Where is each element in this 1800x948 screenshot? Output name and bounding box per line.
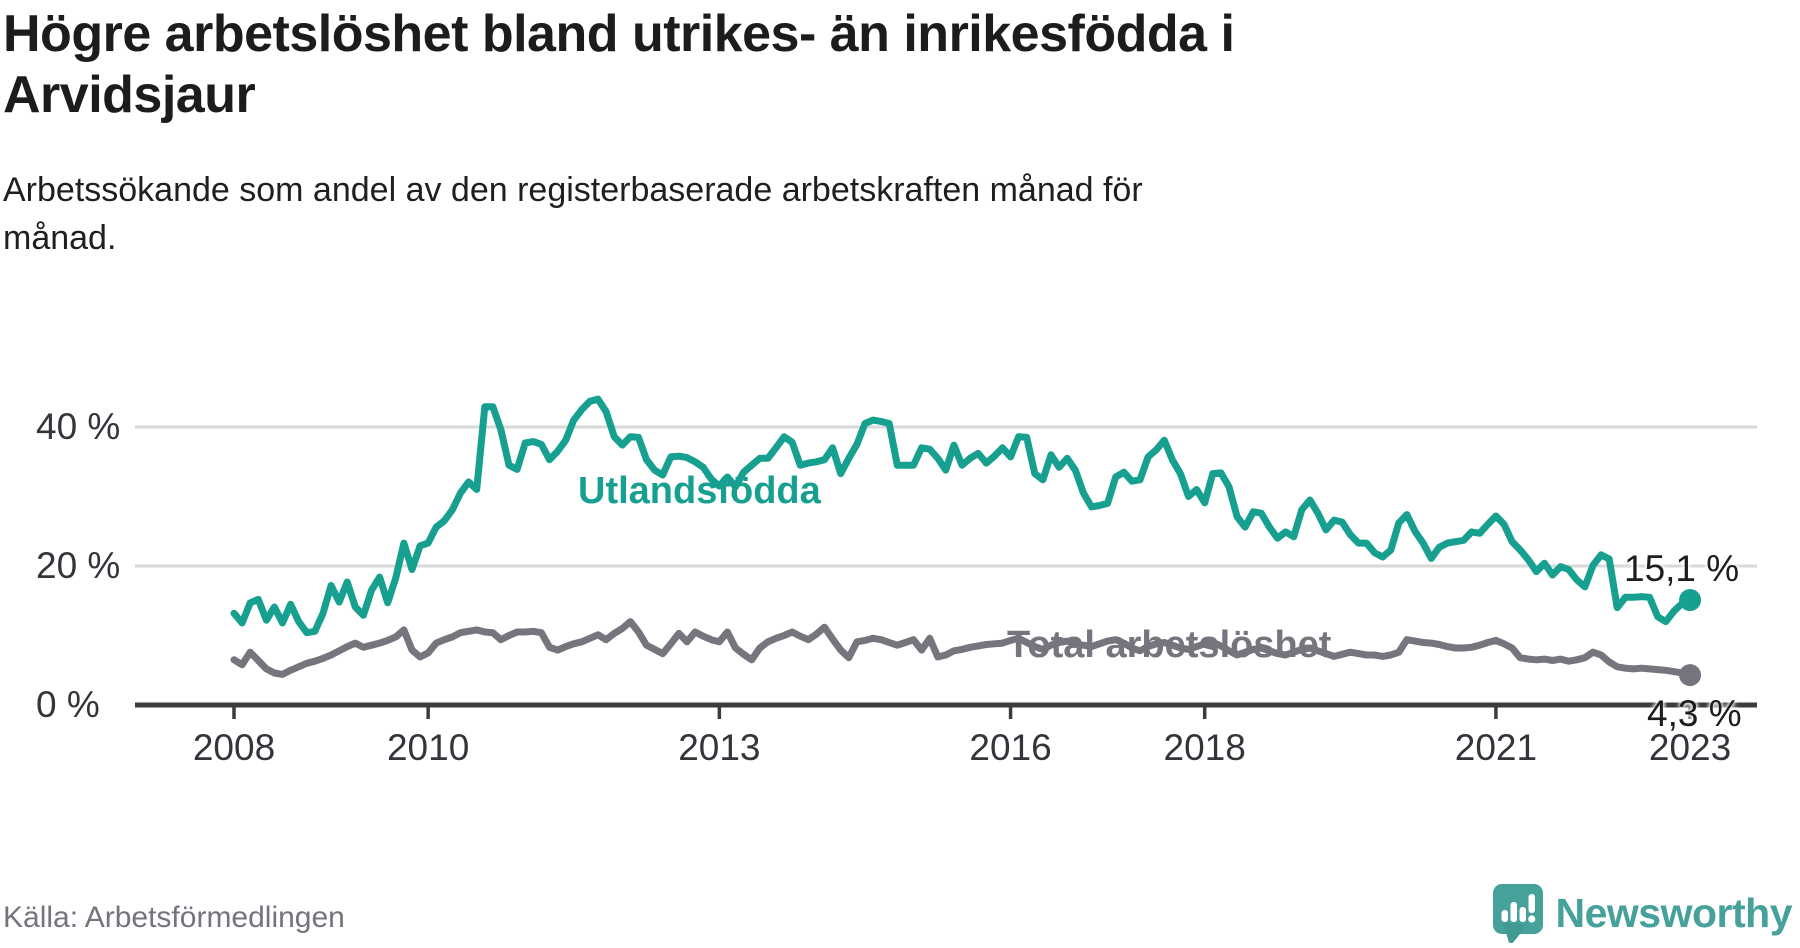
x-axis-label-2013: 2013	[678, 727, 761, 768]
y-axis-label-0: 0 %	[36, 684, 100, 725]
newsworthy-logo-icon	[1492, 884, 1543, 943]
series-line-utlandsf-dda	[230, 395, 1694, 637]
series-end-dot-utlandsf-dda	[1679, 589, 1702, 612]
x-axis-label-2018: 2018	[1163, 727, 1246, 768]
chart-title-line1: Högre arbetslöshet bland utrikes- än inr…	[3, 5, 1235, 63]
chart-subtitle: Arbetssökande som andel av den registerb…	[3, 166, 1143, 262]
x-axis-label-2016: 2016	[969, 727, 1052, 768]
x-axis-label-2023: 2023	[1648, 727, 1732, 768]
series-line-total-arbetsl-shet	[230, 618, 1694, 679]
chart-subtitle-line2: månad.	[3, 219, 117, 257]
chart-title: Högre arbetslöshet bland utrikes- än inr…	[3, 4, 1235, 126]
y-axis-label-40: 40 %	[36, 406, 121, 447]
chart-title-line2: Arvidsjaur	[3, 66, 256, 124]
end-value-label-utlandsfodda: 15,1 %	[1624, 548, 1740, 589]
newsworthy-logo: Newsworthy	[1492, 883, 1793, 943]
series-label-utlandsfodda: Utlandsfödda	[578, 470, 821, 512]
x-axis-label-2010: 2010	[386, 727, 470, 768]
end-value-label-total: 4,3 %	[1647, 693, 1742, 734]
newsworthy-logo-text: Newsworthy	[1555, 889, 1793, 936]
x-axis-label-2021: 2021	[1454, 727, 1538, 768]
x-axis-label-2008: 2008	[192, 727, 276, 768]
series-label-total-arbetsloshet: Total arbetslöshet	[1007, 624, 1332, 666]
series-end-dot-total-arbetsl-shet	[1679, 664, 1702, 687]
chart-subtitle-line1: Arbetssökande som andel av den registerb…	[3, 171, 1143, 209]
y-axis-label-20: 20 %	[36, 545, 121, 586]
source-note: Källa: Arbetsförmedlingen	[3, 901, 345, 934]
